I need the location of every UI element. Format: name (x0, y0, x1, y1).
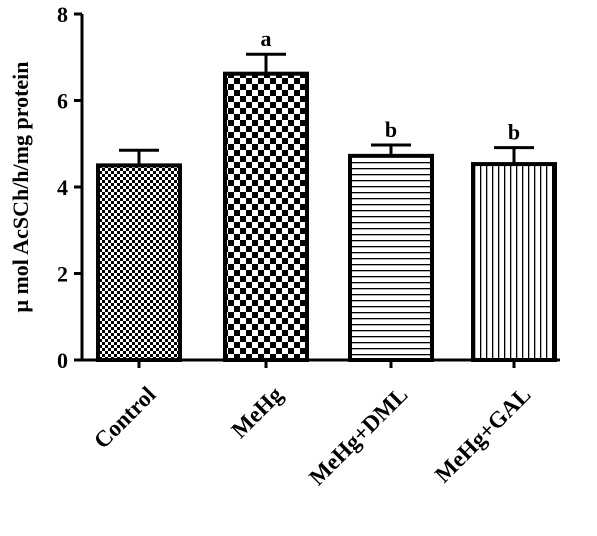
bar-mehg-dml (348, 153, 434, 362)
y-axis: 0 2 4 6 8 (57, 2, 84, 373)
y-axis-title: μ mol AcSCh/h/mg protein (8, 61, 33, 312)
significance-label: b (385, 117, 397, 142)
bar-control (96, 163, 182, 362)
x-axis: Control MeHg MeHg+DML MeHg+GAL (82, 358, 560, 490)
bar-mehg-gal (471, 162, 557, 362)
significance-label: a (261, 26, 272, 51)
x-tick-label: MeHg+DML (304, 382, 412, 490)
x-tick-label: MeHg+GAL (430, 382, 536, 488)
y-tick-label: 8 (57, 2, 68, 27)
bars: a b b (96, 26, 557, 362)
y-tick-label: 2 (57, 262, 68, 287)
y-tick-label: 0 (57, 348, 68, 373)
significance-label: b (508, 120, 520, 145)
y-tick-label: 6 (57, 89, 68, 114)
x-tick-label: MeHg (227, 382, 288, 443)
bar-mehg (223, 71, 309, 362)
y-tick-label: 4 (57, 175, 68, 200)
x-tick-label: Control (89, 382, 161, 454)
